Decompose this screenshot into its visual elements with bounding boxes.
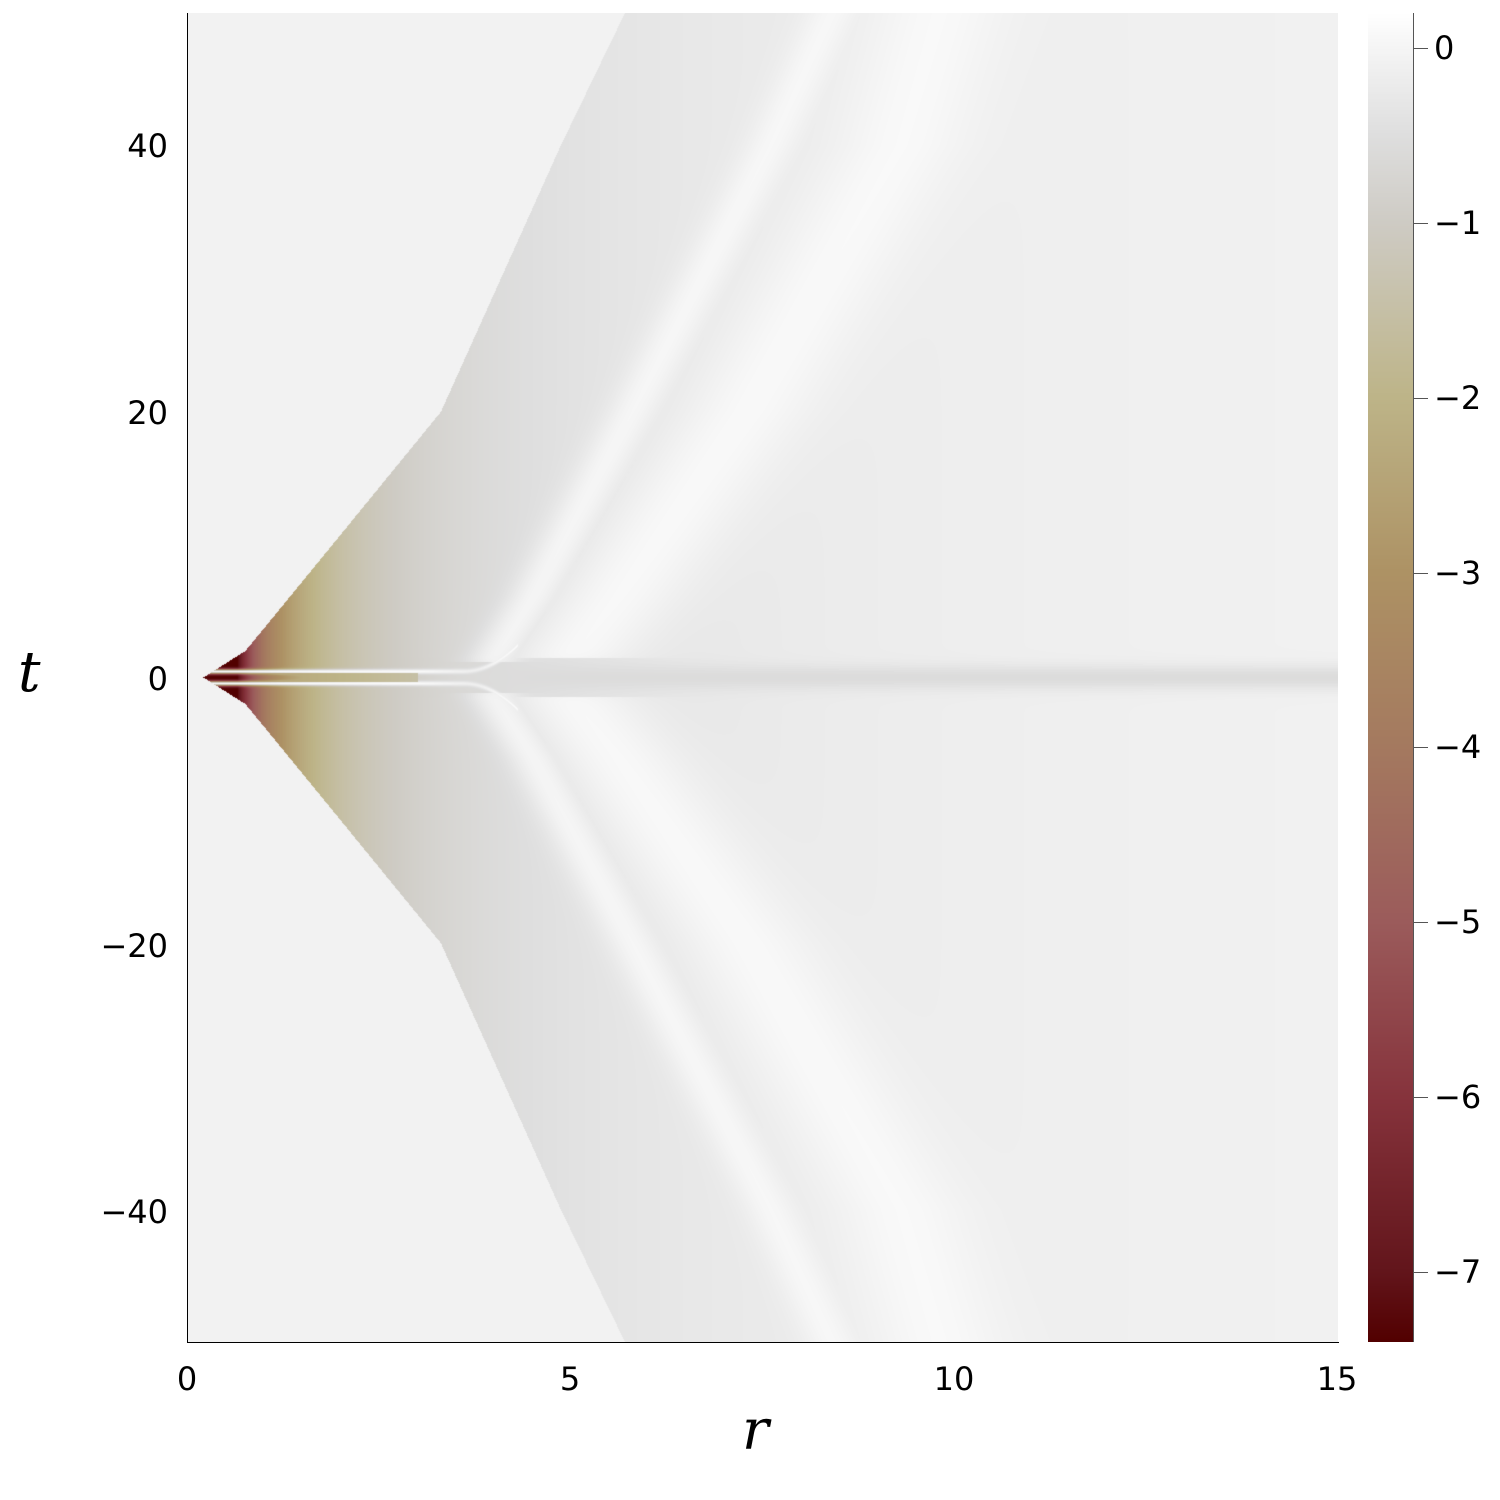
colorbar-tick-label: −6: [1434, 1078, 1482, 1117]
colorbar: [1368, 13, 1413, 1342]
colorbar-tick-label: −5: [1434, 903, 1482, 942]
y-axis-label: t: [18, 640, 41, 705]
colorbar-tick-label: −1: [1434, 203, 1482, 242]
x-axis-line: [187, 1342, 1339, 1343]
x-tick-label: 0: [176, 1360, 198, 1398]
y-axis-line: [187, 13, 188, 1343]
x-axis-label: r: [742, 1398, 769, 1463]
y-tick-label: 40: [127, 127, 168, 165]
heatmap-field: [188, 13, 1338, 1342]
y-tick-label: 0: [147, 660, 168, 698]
x-tick-label: 5: [559, 1360, 581, 1398]
colorbar-tick-label: −7: [1434, 1253, 1482, 1292]
colorbar-tick-mark: [1413, 922, 1428, 924]
x-tick-label: 10: [933, 1360, 975, 1398]
colorbar-axis: [1413, 13, 1414, 1342]
colorbar-tick-label: −2: [1434, 378, 1482, 417]
colorbar-tick-mark: [1413, 572, 1428, 574]
x-tick-label: 15: [1316, 1360, 1358, 1398]
colorbar-tick-mark: [1413, 397, 1428, 399]
y-tick-label: −40: [100, 1193, 168, 1231]
colorbar-tick-mark: [1413, 747, 1428, 749]
y-tick-label: −20: [100, 927, 168, 965]
y-tick-label: 20: [127, 394, 168, 432]
colorbar-tick-mark: [1413, 1272, 1428, 1274]
colorbar-tick-label: −4: [1434, 728, 1482, 767]
colorbar-tick-mark: [1413, 47, 1428, 49]
colorbar-tick-mark: [1413, 1097, 1428, 1099]
colorbar-tick-label: −3: [1434, 553, 1482, 592]
colorbar-tick-label: 0: [1434, 28, 1455, 67]
colorbar-tick-mark: [1413, 222, 1428, 224]
